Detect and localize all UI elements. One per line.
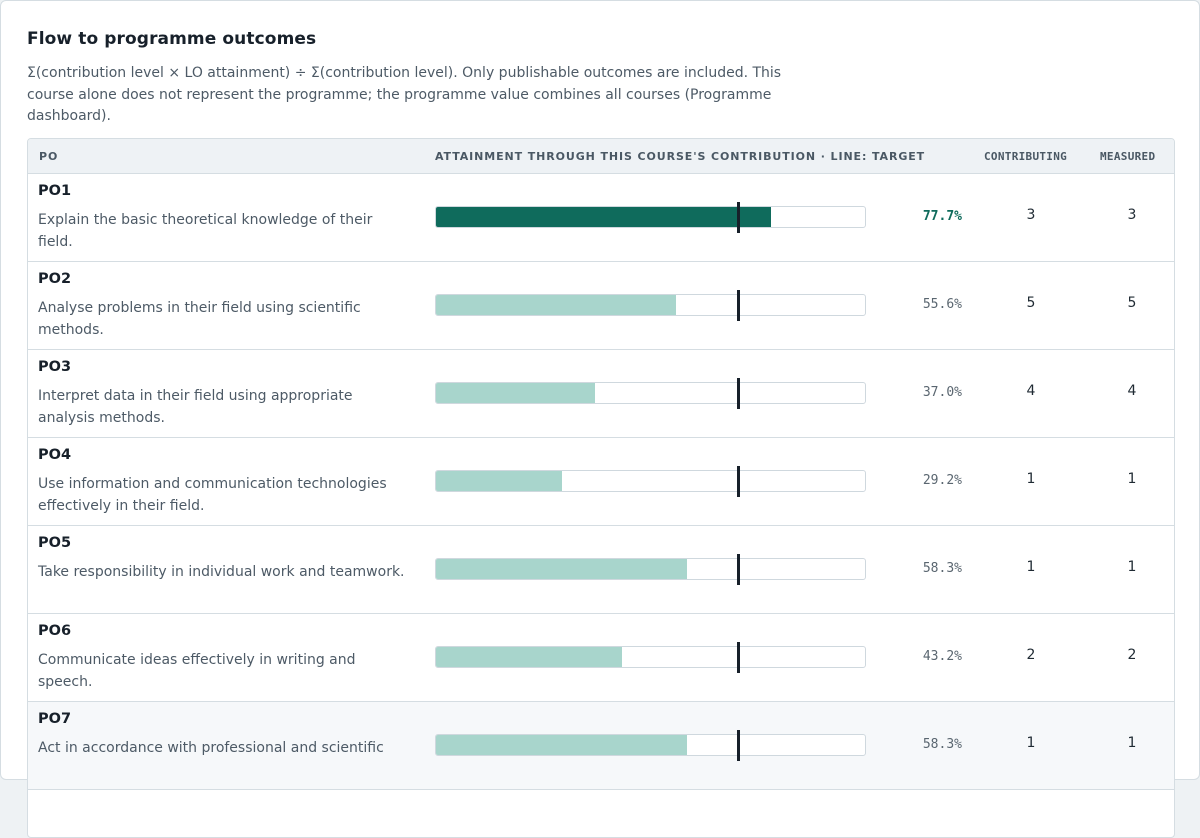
contributing-count: 2 (1026, 647, 1036, 663)
po-description: Communicate ideas effectively in writing… (38, 652, 356, 690)
attainment-percent: 43.2% (922, 649, 962, 664)
table-row[interactable]: PO3 Interpret data in their field using a… (28, 350, 1174, 438)
attainment-percent: 29.2% (922, 473, 962, 488)
po-code: PO1 (38, 183, 72, 199)
attainment-bar (435, 382, 866, 404)
po-code: PO5 (38, 535, 72, 551)
measured-count: 2 (1127, 647, 1137, 663)
card-description: Σ(contribution level × LO attainment) ÷ … (27, 65, 782, 124)
measured-count: 3 (1127, 207, 1137, 223)
contributing-count: 5 (1026, 295, 1036, 311)
column-header-attainment: ATTAINMENT THROUGH THIS COURSE'S CONTRIB… (435, 150, 926, 163)
column-header-measured: MEASURED (1100, 150, 1156, 163)
attainment-bar (435, 734, 866, 756)
attainment-bar (435, 294, 866, 316)
attainment-bar-fill (436, 295, 676, 315)
attainment-bar-fill (436, 383, 595, 403)
attainment-bar (435, 470, 866, 492)
contributing-count: 3 (1026, 207, 1036, 223)
table-row[interactable]: PO4 Use information and communication tec… (28, 438, 1174, 526)
target-line (737, 730, 740, 761)
po-description: Take responsibility in individual work a… (38, 564, 405, 580)
attainment-bar-fill (436, 735, 687, 755)
table-row[interactable]: PO2 Analyse problems in their field using… (28, 262, 1174, 350)
po-description: Act in accordance with professional and … (38, 740, 384, 756)
po-code: PO3 (38, 359, 72, 375)
target-line (737, 378, 740, 409)
attainment-percent: 55.6% (922, 297, 962, 312)
attainment-bar (435, 646, 866, 668)
attainment-bar-fill (436, 207, 771, 227)
attainment-bar-fill (436, 559, 687, 579)
target-line (737, 466, 740, 497)
po-description: Interpret data in their field using appr… (38, 388, 353, 426)
table-row[interactable]: PO1 Explain the basic theoretical knowled… (28, 174, 1174, 262)
table-body: PO1 Explain the basic theoretical knowled… (28, 174, 1174, 790)
measured-count: 5 (1127, 295, 1137, 311)
measured-count: 1 (1127, 559, 1137, 575)
measured-count: 1 (1127, 471, 1137, 487)
card-title: Flow to programme outcomes (27, 29, 317, 49)
po-code: PO4 (38, 447, 72, 463)
attainment-bar-fill (436, 647, 622, 667)
measured-count: 1 (1127, 735, 1137, 751)
attainment-bar-fill (436, 471, 562, 491)
table-header: PO ATTAINMENT THROUGH THIS COURSE'S CONT… (28, 139, 1174, 174)
attainment-bar (435, 206, 866, 228)
table-row[interactable]: PO7 Act in accordance with professional a… (28, 702, 1174, 790)
po-code: PO6 (38, 623, 72, 639)
target-line (737, 554, 740, 585)
target-line (737, 202, 740, 233)
target-line (737, 290, 740, 321)
attainment-percent: 77.7% (922, 209, 962, 224)
po-description: Explain the basic theoretical knowledge … (38, 212, 373, 250)
column-header-contributing: CONTRIBUTING (984, 150, 1068, 163)
attainment-percent: 58.3% (922, 737, 962, 752)
po-description: Use information and communication techno… (38, 476, 387, 514)
po-description: Analyse problems in their field using sc… (38, 300, 361, 338)
column-header-po: PO (39, 150, 59, 163)
attainment-bar (435, 558, 866, 580)
table-row[interactable]: PO6 Communicate ideas effectively in writ… (28, 614, 1174, 702)
attainment-percent: 58.3% (922, 561, 962, 576)
po-code: PO2 (38, 271, 72, 287)
outcomes-table: PO ATTAINMENT THROUGH THIS COURSE'S CONT… (27, 138, 1175, 838)
contributing-count: 1 (1026, 735, 1036, 751)
measured-count: 4 (1127, 383, 1137, 399)
contributing-count: 1 (1026, 559, 1036, 575)
target-line (737, 642, 740, 673)
contributing-count: 4 (1026, 383, 1036, 399)
po-code: PO7 (38, 711, 72, 727)
table-row[interactable]: PO5 Take responsibility in individual wor… (28, 526, 1174, 614)
contributing-count: 1 (1026, 471, 1036, 487)
attainment-percent: 37.0% (922, 385, 962, 400)
